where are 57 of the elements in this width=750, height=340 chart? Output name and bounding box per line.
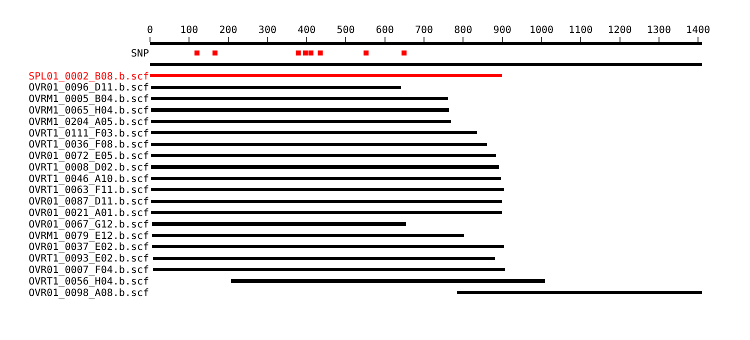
bar: [151, 211, 502, 214]
bar: [457, 291, 702, 294]
x-tick-label: 1200: [608, 25, 632, 36]
bar: [152, 234, 464, 237]
x-tick-label: 200: [219, 25, 238, 36]
y-tick-label: OVR01_0021_A01.b.scf: [28, 208, 149, 220]
x-tick-label: 1300: [646, 25, 671, 36]
y-tick-label: OVR01_0067_G12.b.scf: [28, 219, 149, 230]
bar: [151, 86, 401, 89]
bar: [153, 268, 505, 271]
bar: [150, 63, 702, 66]
bar: [152, 245, 504, 248]
y-tick-label: OVR01_0087_D11.b.scf: [28, 196, 149, 208]
x-tick-label: 900: [493, 25, 512, 36]
x-tick-label: 300: [258, 25, 276, 36]
x-tick-label: 1400: [686, 25, 710, 36]
y-tick-label: OVR01_0072_E05.b.scf: [28, 151, 149, 162]
x-tick-label: 800: [454, 25, 472, 36]
y-tick-label: SNP: [130, 48, 149, 60]
x-tick-label: 500: [336, 25, 355, 36]
bar: [153, 257, 495, 260]
x-tick-label: 600: [376, 25, 394, 36]
bar: [151, 154, 496, 157]
bar: [151, 188, 504, 191]
y-tick-label: OVRT1_0093_E02.b.scf: [28, 254, 149, 265]
bar: [152, 222, 406, 226]
y-tick-label: OVR01_0098_A08.b.scf: [28, 288, 149, 299]
bar: [151, 97, 448, 100]
bar: [151, 143, 487, 146]
bar: [151, 120, 451, 123]
x-tick-label: 1100: [568, 25, 593, 36]
x-tick-label: 100: [180, 25, 198, 36]
y-tick-label: OVR01_0007_F04.b.scf: [28, 265, 149, 276]
y-tick-label: OVRM1_0204_A05.b.scf: [28, 116, 149, 128]
y-tick-label: OVRT1_0111_F03.b.scf: [28, 128, 149, 140]
y-tick-label: OVRT1_0063_F11.b.scf: [28, 185, 149, 196]
y-tick-label: OVR01_0037_E02.b.scf: [28, 242, 149, 254]
bar: [151, 200, 502, 203]
y-tick-label: OVRT1_0036_F08.b.scf: [28, 140, 149, 151]
y-tick-label: OVRT1_0056_H04.b.scf: [28, 276, 149, 288]
x-tick-label: 0: [146, 25, 154, 36]
bar: [151, 177, 501, 180]
bar: [150, 74, 502, 77]
bar: [151, 165, 499, 169]
y-tick-label: OVRM1_0065_H04.b.scf: [28, 105, 149, 116]
y-tick-label: OVRT1_0008_D02.b.scf: [28, 162, 149, 174]
y-tick-label: OVR01_0096_D11.b.scf: [28, 82, 149, 94]
x-tick-label: 400: [298, 25, 316, 36]
bar: [231, 279, 545, 283]
y-tick-label: OVRT1_0046_A10.b.scf: [28, 174, 149, 185]
x-tick-label: 1000: [529, 25, 554, 36]
y-tick-label: OVRM1_0005_B04.b.scf: [28, 94, 149, 106]
bar: [151, 108, 449, 112]
y-tick-label: OVRM1_0079_E12.b.scf: [28, 230, 149, 242]
x-tick-label: 700: [415, 25, 434, 36]
bar: [151, 131, 477, 134]
y-tick-label: SPL01_0002_B08.b.scf: [28, 71, 149, 82]
